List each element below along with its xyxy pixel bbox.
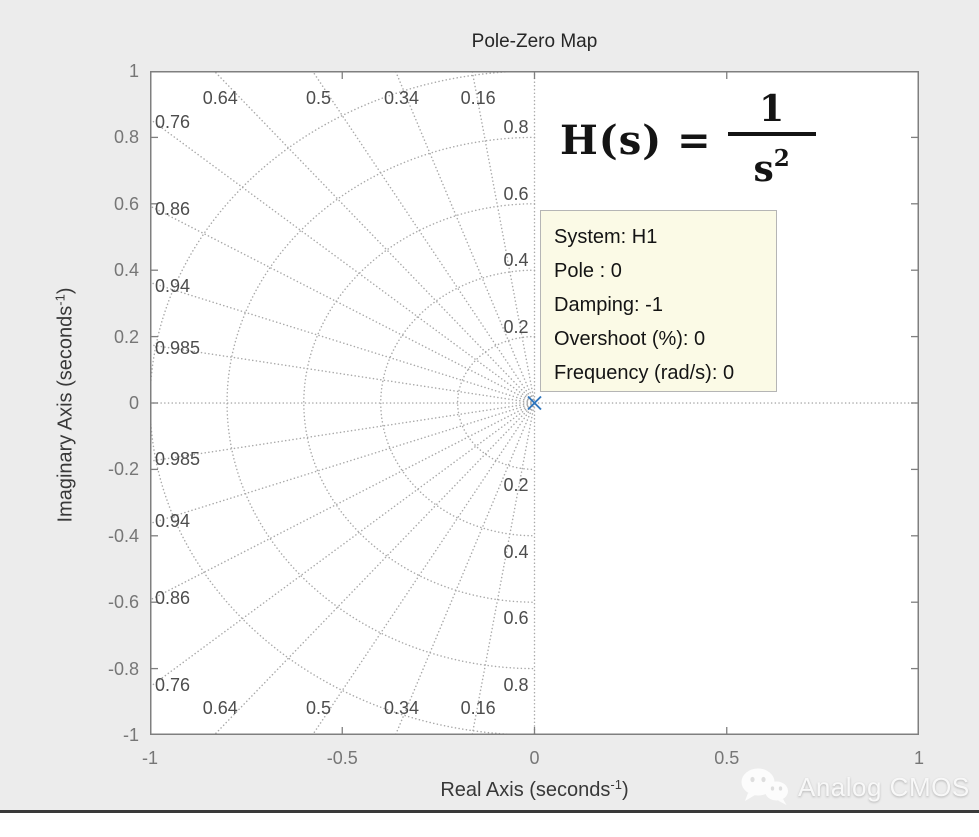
y-tick-label: -0.2 [107,459,139,480]
x-tick-label: -1 [141,748,158,768]
x-tick-label: -0.5 [326,748,358,768]
y-axis-label-text: Imaginary Axis (seconds [54,305,77,523]
sgrid-svg [150,71,919,735]
y-tick-label: -0.8 [107,658,139,679]
y-tick-label: -0.6 [107,592,139,613]
y-axis-label-sup: -1 [52,294,68,306]
formula-den-exponent: 2 [773,145,790,172]
damping-line [394,402,536,735]
damping-line [213,402,536,735]
pole-datatip[interactable]: System: H1 Pole : 0 Damping: -1 Overshoo… [540,210,777,392]
frequency-circle [303,203,536,603]
y-tick-label: 0.6 [113,193,139,214]
damping-line [471,71,536,404]
x-axis-label-suffix: ) [621,779,629,801]
formula-lhs: H(s) = [560,116,712,164]
damping-line [150,205,536,404]
y-tick-label: -0.4 [107,525,139,546]
watermark-label: Analog CMOS [798,771,970,802]
frequency-circle [380,269,536,537]
damping-line [150,281,536,404]
damping-line [150,402,536,525]
damping-line [311,402,536,735]
x-tick-label: 1 [913,748,924,768]
damping-line [150,402,536,462]
datatip-pole-line: Pole : 0 [554,260,622,282]
formula-fraction: 1 s2 [727,86,816,194]
damping-line [150,402,536,688]
damping-line [471,402,536,735]
datatip-frequency-line: Frequency (rad/s): 0 [554,362,735,384]
y-tick-label: -1 [122,725,139,745]
chart-title: Pole-Zero Map [471,31,598,52]
fraction-bar [727,132,816,136]
datatip-overshoot-line: Overshoot (%): 0 [554,328,706,350]
y-tick-label: 0.4 [113,260,139,281]
damping-line [150,118,536,404]
plot-area[interactable]: 0.16 0.16 0.34 0.34 0.5 0.5 0.64 0.64 0.76 0.76 0.… [150,71,919,735]
y-tick-label: 0.2 [113,326,139,347]
y-tick-label: 0 [128,393,139,413]
wechat-icon [741,768,788,805]
frequency-circle [226,136,536,670]
x-tick-label: 0 [529,748,540,768]
formula-denominator: s2 [753,136,789,194]
damping-line [311,71,536,404]
formula-den-base: s [753,148,774,190]
y-axis-label-suffix: ) [54,287,77,295]
x-axis-label-text: Real Axis (seconds [440,779,611,801]
y-tick-label: 0.8 [113,127,139,148]
frequency-circle [150,71,536,735]
y-tick-label: 1 [128,61,139,81]
axes-box [150,71,919,735]
damping-line [213,71,536,404]
watermark: Analog CMOS [738,766,970,808]
x-axis-label: Real Axis (seconds-1) [150,777,919,802]
datatip-system-line: System: H1 [554,226,658,248]
y-axis-label: Imaginary Axis (seconds-1) [52,287,78,523]
pole-marker[interactable] [527,395,542,411]
damping-line [150,344,536,404]
x-axis-label-sup: -1 [610,777,622,792]
damping-line [394,71,536,404]
damping-line [150,402,536,601]
formula-numerator: 1 [759,88,785,130]
x-tick-label: 0.5 [714,748,740,768]
datatip-damping-line: Damping: -1 [554,294,663,316]
transfer-function-formula: H(s) = 1 s2 [560,86,816,194]
figure-background: Pole-Zero Map 0.16 0.16 0.34 0.34 0.5 0.5 0.64… [0,0,979,810]
bottom-divider [0,810,979,813]
